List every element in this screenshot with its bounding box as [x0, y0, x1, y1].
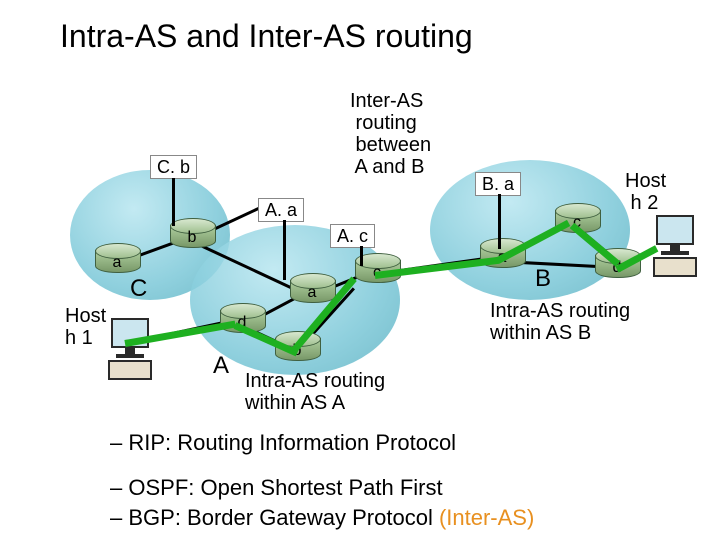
bullet-bgp-inter: (Inter-AS) — [439, 505, 534, 530]
tick — [172, 178, 175, 226]
router-label: b — [188, 229, 197, 247]
as-a-label: A — [213, 352, 229, 380]
note-intra-b: Intra-AS routing within AS B — [490, 300, 630, 344]
router-label: a — [113, 254, 122, 272]
bullet-rip: RIP: Routing Information Protocol — [110, 430, 456, 456]
host-h1-label: Host h 1 — [65, 305, 106, 349]
bullet-bgp-text: BGP: Border Gateway Protocol — [128, 505, 439, 530]
router-c-b: b — [170, 225, 214, 253]
tick — [283, 220, 286, 280]
host-h2-label: Host h 2 — [625, 170, 666, 214]
gateway-aa: A. a — [258, 198, 304, 222]
bullet-bgp: BGP: Border Gateway Protocol (Inter-AS) — [110, 505, 534, 531]
slide-title: Intra-AS and Inter-AS routing — [60, 18, 473, 55]
tick — [498, 194, 501, 249]
note-inter-as: Inter-AS routing between A and B — [350, 90, 431, 178]
as-b-label: B — [535, 265, 551, 293]
host-h1 — [100, 318, 160, 380]
gateway-cb: C. b — [150, 155, 197, 179]
note-intra-a: Intra-AS routing within AS A — [245, 370, 385, 414]
bullet-ospf: OSPF: Open Shortest Path First — [110, 475, 443, 501]
as-c-label: C — [130, 275, 147, 303]
gateway-ac: A. c — [330, 224, 375, 248]
network-diagram: a b d a b c a c d C. b A. a A. c B. a C … — [0, 80, 720, 400]
router-label: a — [308, 284, 317, 302]
router-c-a: a — [95, 250, 139, 278]
tick — [360, 246, 363, 266]
gateway-ba: B. a — [475, 172, 521, 196]
